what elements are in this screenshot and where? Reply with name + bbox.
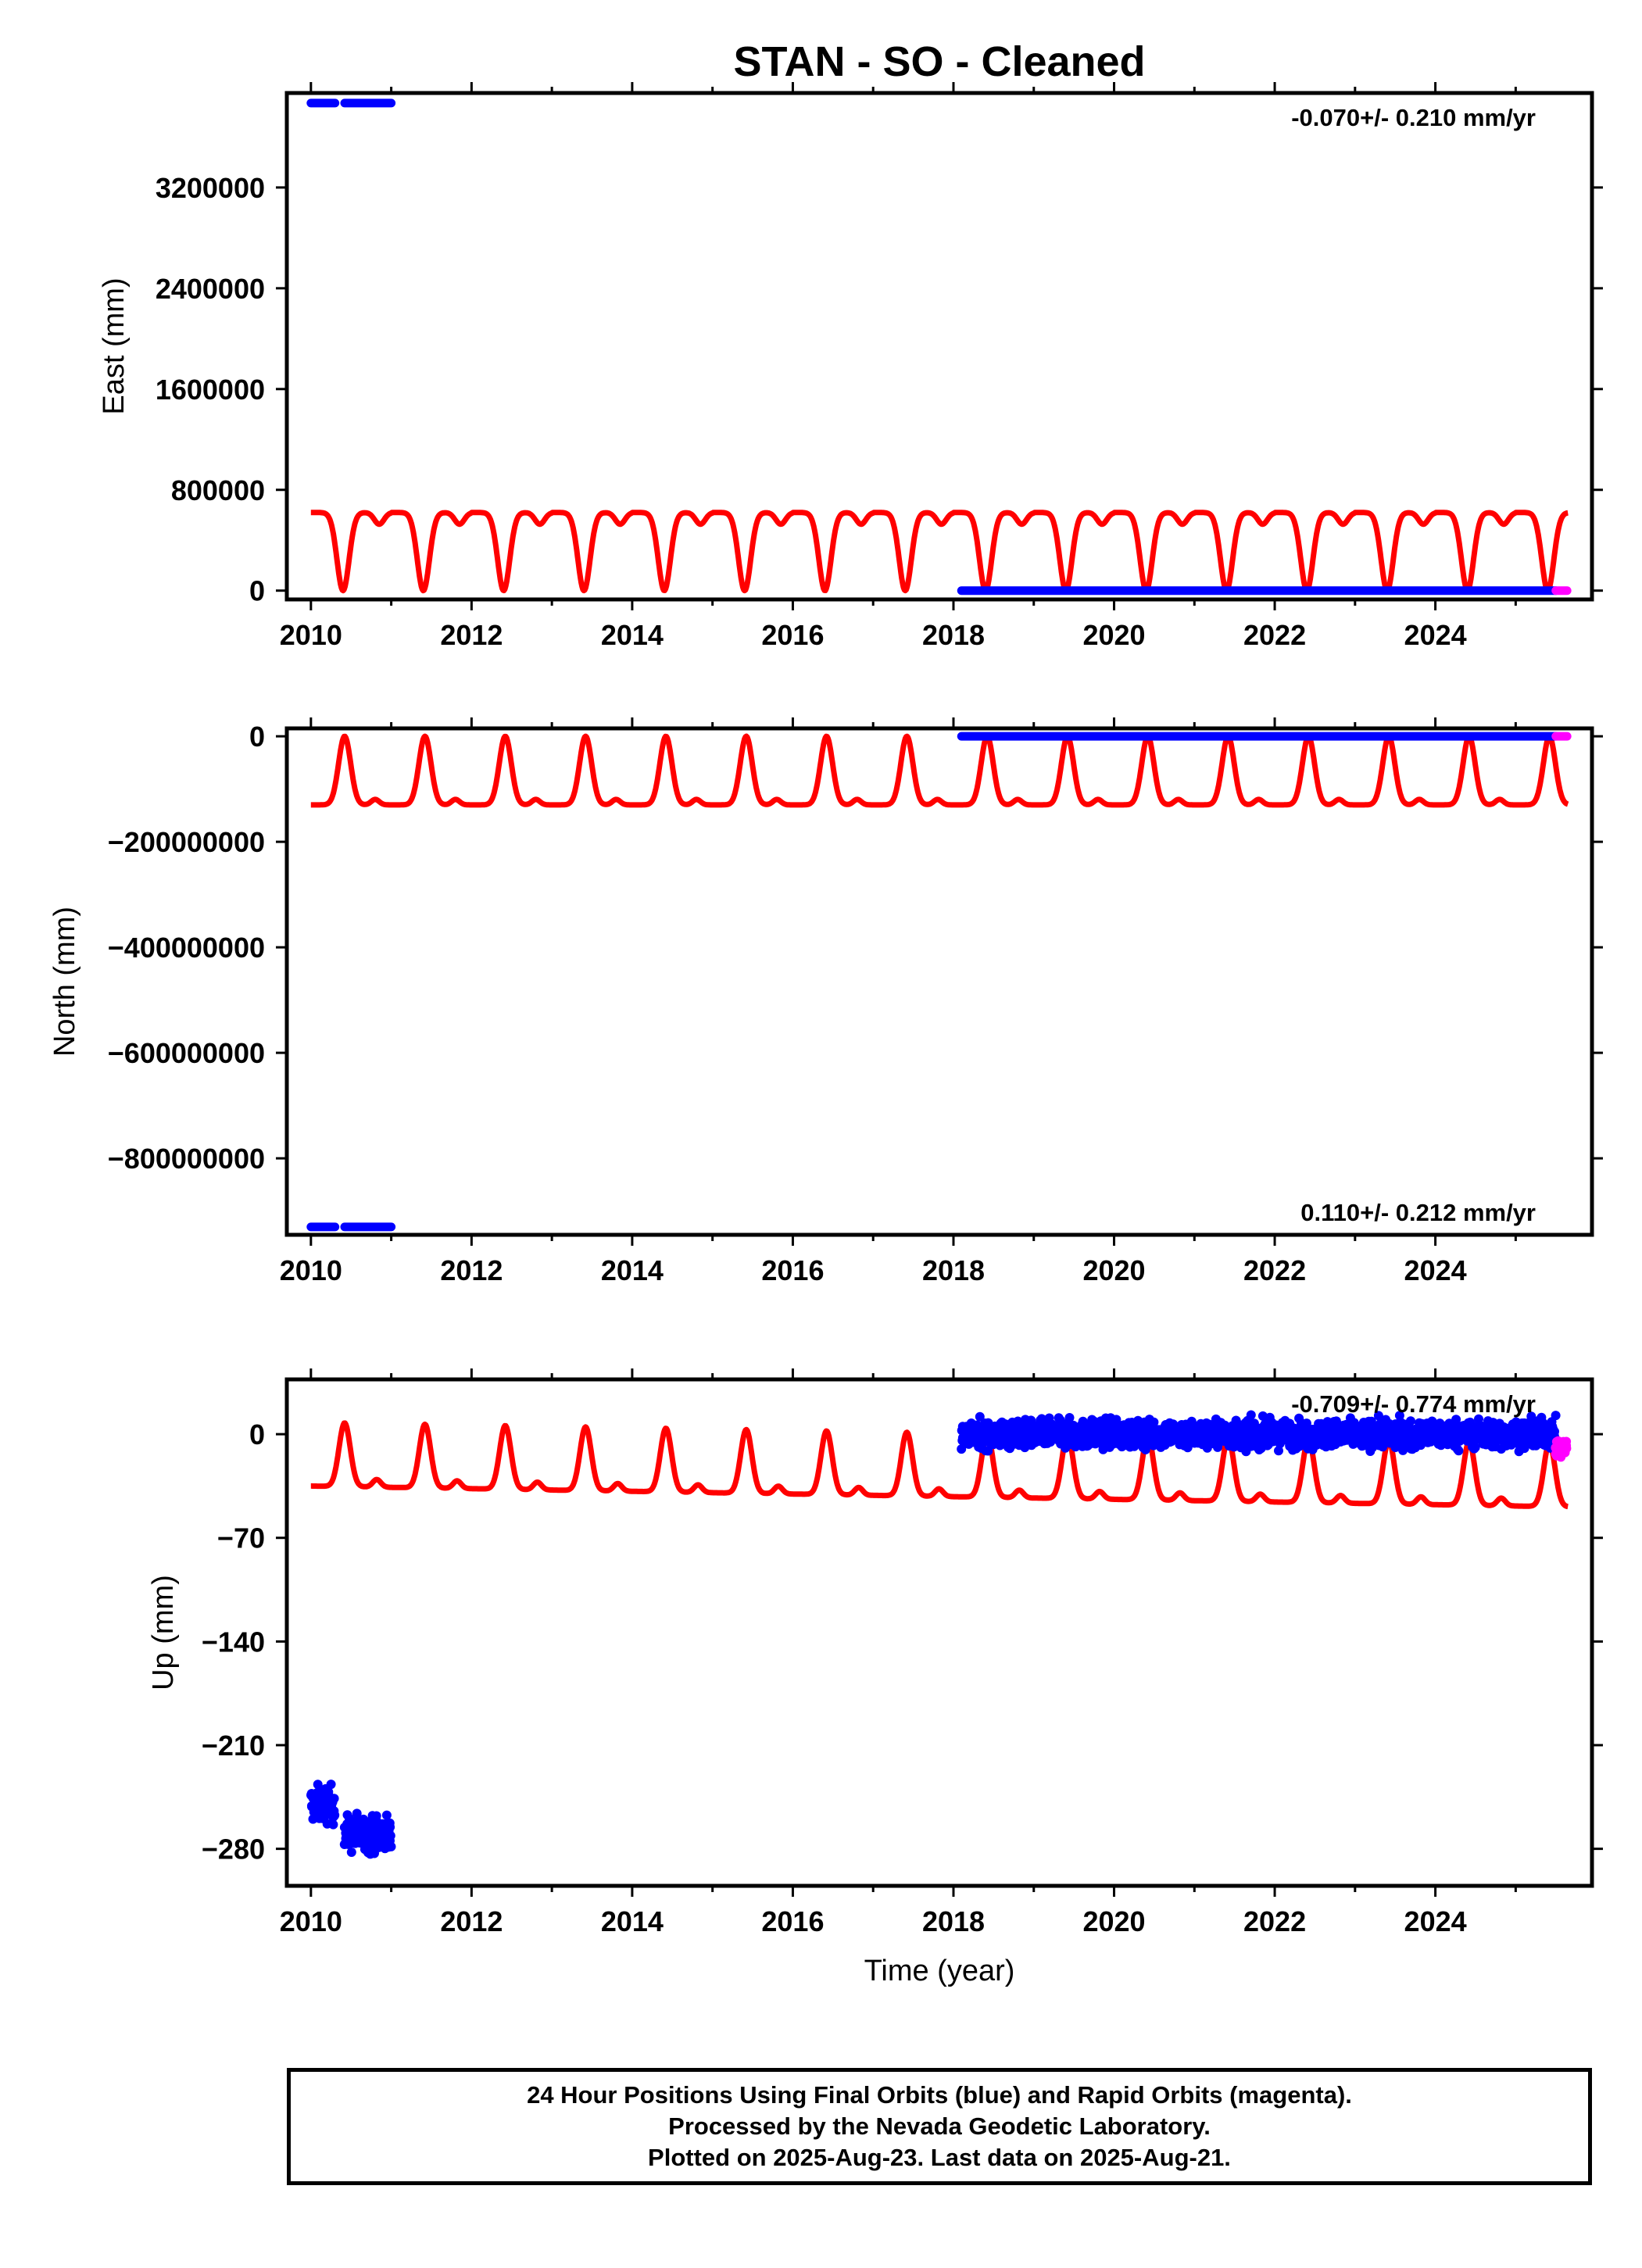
up-point xyxy=(1257,1411,1268,1421)
up-xtick-label: 2018 xyxy=(922,1905,985,1937)
east-ytick-label: 3200000 xyxy=(156,172,265,204)
up-point xyxy=(326,1780,336,1790)
up-point xyxy=(1246,1410,1256,1420)
up-point xyxy=(975,1411,985,1422)
north-xtick-label: 2024 xyxy=(1404,1254,1467,1286)
north-ytick-label: 0 xyxy=(249,721,265,753)
up-point xyxy=(1451,1415,1461,1425)
east-ytick-label: 800000 xyxy=(171,474,265,506)
up-rate-label: -0.709+/- 0.774 mm/yr xyxy=(1291,1390,1536,1418)
east-ytick-label: 1600000 xyxy=(156,374,265,406)
up-point xyxy=(346,1848,356,1857)
north-xtick-label: 2010 xyxy=(280,1254,342,1286)
up-xtick-label: 2020 xyxy=(1082,1905,1145,1937)
east-xtick-label: 2016 xyxy=(761,619,824,651)
north-model-curve xyxy=(309,733,1570,808)
north-y-axis-label: North (mm) xyxy=(48,907,81,1057)
north-ytick-label: −800000000 xyxy=(108,1143,265,1175)
up-model-curve xyxy=(309,1420,1570,1510)
north-xtick-label: 2016 xyxy=(761,1254,824,1286)
up-point xyxy=(1301,1418,1311,1429)
chart-title: STAN - SO - Cleaned xyxy=(733,38,1145,85)
up-point xyxy=(1149,1417,1159,1427)
east-y-axis-label: East (mm) xyxy=(98,277,131,414)
up-point xyxy=(1562,1443,1572,1454)
up-point xyxy=(1182,1443,1193,1453)
panel-east: 2010 2012 2014 2016 2018 2020 2022 2024 0 800000 1… xyxy=(98,82,1603,651)
north-xtick-label: 2012 xyxy=(440,1254,503,1286)
east-xtick-label: 2014 xyxy=(601,619,664,651)
up-point xyxy=(328,1819,338,1830)
east-rate-label: -0.070+/- 0.210 mm/yr xyxy=(1291,104,1536,131)
east-xtick-label: 2024 xyxy=(1404,619,1467,651)
up-point xyxy=(386,1841,396,1851)
north-xtick-label: 2022 xyxy=(1243,1254,1306,1286)
north-plot-frame xyxy=(284,726,1594,1237)
up-point xyxy=(983,1446,993,1456)
east-xtick-label: 2020 xyxy=(1082,619,1145,651)
north-xtick-label: 2014 xyxy=(601,1254,664,1286)
up-point xyxy=(1551,1411,1561,1421)
up-xtick-label: 2010 xyxy=(280,1905,342,1937)
up-point xyxy=(352,1808,362,1819)
up-xtick-label: 2014 xyxy=(601,1905,664,1937)
up-data-area xyxy=(306,1410,1572,1859)
east-xtick-label: 2022 xyxy=(1243,619,1306,651)
up-final-orbits-cluster-2 xyxy=(957,1410,1561,1457)
north-rate-label: 0.110+/- 0.212 mm/yr xyxy=(1300,1199,1536,1226)
up-ytick-label: −210 xyxy=(202,1730,265,1762)
east-xtick-label: 2010 xyxy=(280,619,342,651)
east-xtick-label: 2018 xyxy=(922,619,985,651)
up-ytick-label: −70 xyxy=(217,1522,265,1554)
panel-up: 2010 2012 2014 2016 2018 2020 2022 2024 0 −70 −140… xyxy=(147,1368,1603,1937)
north-ytick-label: −200000000 xyxy=(108,826,265,858)
up-y-axis-label: Up (mm) xyxy=(147,1575,180,1690)
up-point xyxy=(330,1810,340,1820)
east-ytick-label: 0 xyxy=(249,575,265,607)
up-point xyxy=(1373,1411,1383,1421)
up-point xyxy=(385,1830,395,1841)
north-ytick-label: −600000000 xyxy=(108,1037,265,1069)
up-xtick-label: 2012 xyxy=(440,1905,503,1937)
up-point xyxy=(1406,1416,1415,1426)
east-xtick-label: 2012 xyxy=(440,619,503,651)
footer-line-processed: Processed by the Nevada Geodetic Laborat… xyxy=(668,2112,1211,2140)
north-ytick-label: −400000000 xyxy=(108,932,265,964)
up-xtick-label: 2024 xyxy=(1404,1905,1467,1937)
up-rapid-orbits-cluster-0 xyxy=(1551,1436,1572,1462)
up-xtick-label: 2022 xyxy=(1243,1905,1306,1937)
footer-line-plotted: Plotted on 2025-Aug-23. Last data on 202… xyxy=(648,2144,1231,2171)
north-xtick-label: 2018 xyxy=(922,1254,985,1286)
footer-line-orbits: 24 Hour Positions Using Final Orbits (bl… xyxy=(527,2081,1352,2109)
east-ytick-label: 2400000 xyxy=(156,273,265,305)
east-plot-frame xyxy=(284,91,1594,602)
x-axis-label: Time (year) xyxy=(864,1955,1015,1987)
up-xtick-label: 2016 xyxy=(761,1905,824,1937)
east-data-area xyxy=(306,98,1572,596)
panel-north: 2010 2012 2014 2016 2018 2020 2022 2024 0 −200000… xyxy=(48,717,1603,1286)
footer-caption-box: 24 Hour Positions Using Final Orbits (bl… xyxy=(287,2068,1592,2185)
up-ytick-label: −280 xyxy=(202,1833,265,1866)
up-final-orbits-cluster-0 xyxy=(306,1780,340,1830)
up-final-orbits-cluster-1 xyxy=(339,1808,396,1859)
up-ytick-label: −140 xyxy=(202,1626,265,1658)
up-point xyxy=(381,1810,392,1820)
up-ytick-label: 0 xyxy=(249,1418,265,1451)
north-data-area xyxy=(306,732,1572,1232)
up-point xyxy=(1470,1443,1480,1452)
up-point xyxy=(1064,1413,1075,1422)
up-point xyxy=(1454,1446,1464,1456)
up-point xyxy=(329,1794,339,1804)
up-plot-frame xyxy=(284,1377,1594,1888)
up-point xyxy=(385,1818,395,1828)
up-point xyxy=(1274,1446,1283,1456)
east-model-curve xyxy=(309,510,1570,594)
north-xtick-label: 2020 xyxy=(1082,1254,1145,1286)
